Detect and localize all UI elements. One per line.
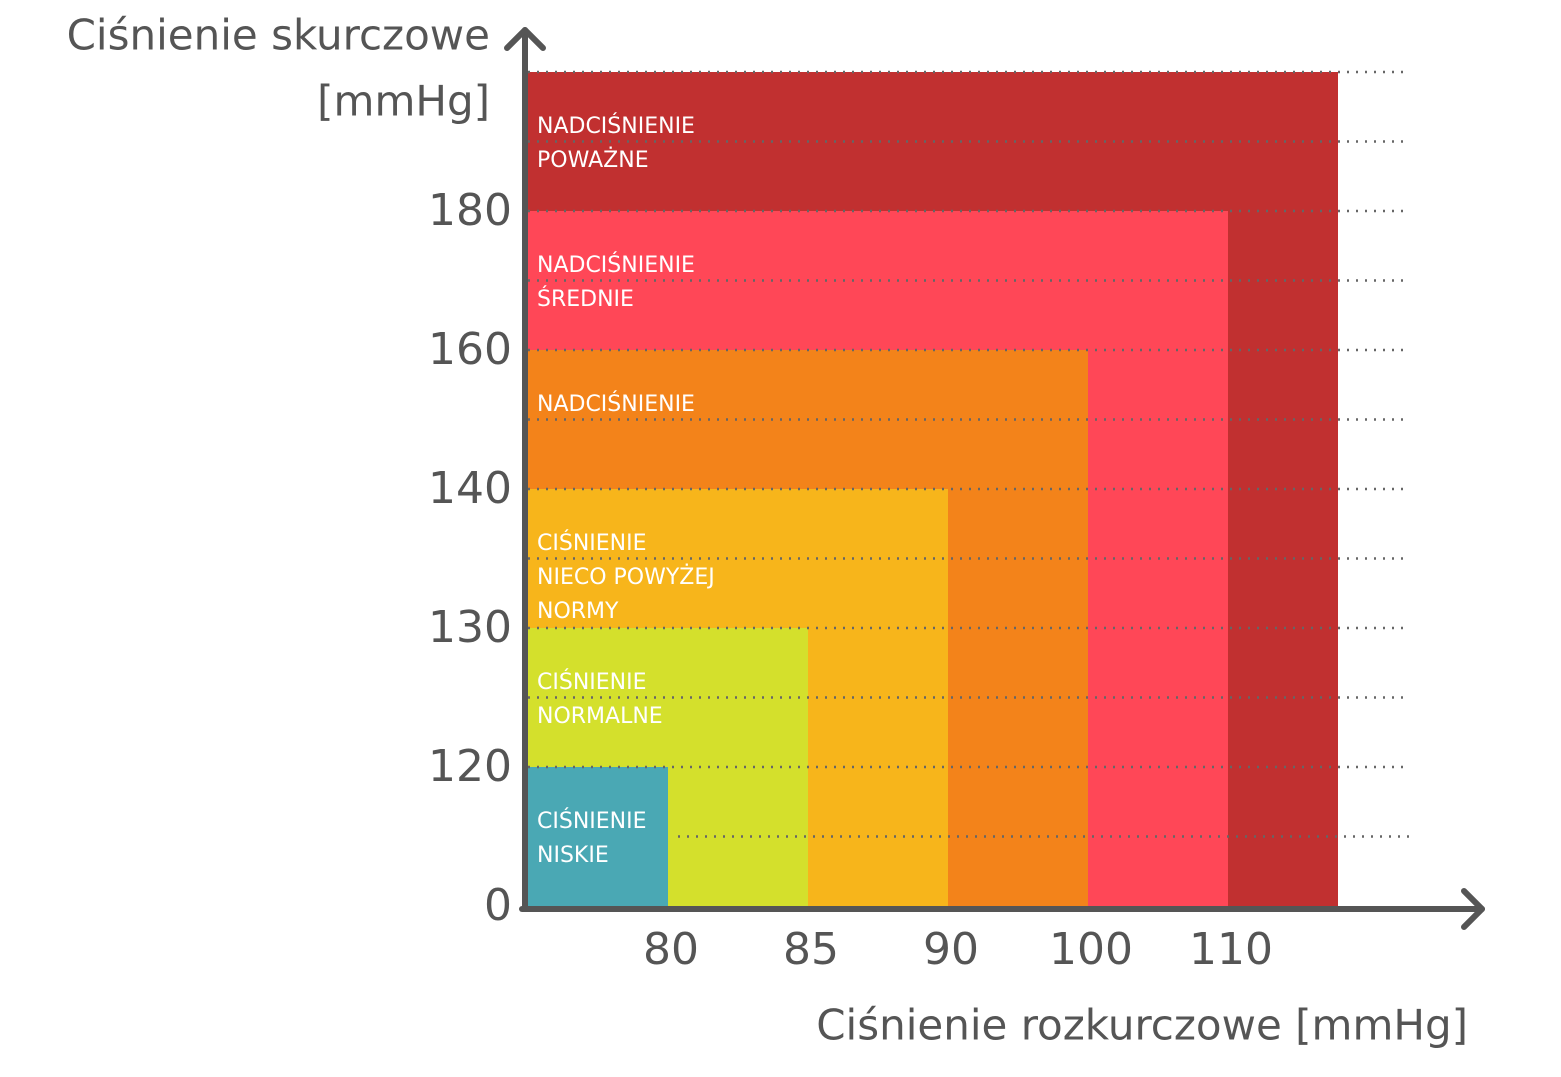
x-tick-label: 100 [1049, 924, 1133, 975]
zone-label: NISKIE [537, 843, 609, 868]
y-tick-label: 160 [428, 324, 512, 375]
zone-label: CIŚNIENIE [537, 669, 647, 695]
x-tick-label: 110 [1189, 924, 1273, 975]
y-tick-label: 130 [428, 602, 512, 653]
y-tick-label: 140 [428, 463, 512, 514]
zone-label: NIECO POWYŻEJ [537, 564, 715, 590]
zone [528, 767, 668, 906]
y-axis-title: [mmHg] [317, 77, 490, 126]
y-tick-label: 0 [484, 880, 512, 931]
zone-label: NADCIŚNIENIE [537, 391, 695, 417]
x-tick-label: 90 [923, 924, 979, 975]
y-tick-label: 180 [428, 185, 512, 236]
zone-label: NADCIŚNIENIE [537, 252, 695, 278]
x-axis-title: Ciśnienie rozkurczowe [mmHg] [816, 1001, 1468, 1050]
zone-label: NORMALNE [537, 704, 663, 729]
zone-label: CIŚNIENIE [537, 808, 647, 834]
x-tick-label: 80 [643, 924, 699, 975]
zone-label: POWAŻNE [537, 147, 649, 173]
x-tick-label: 85 [783, 924, 839, 975]
zone-label: ŚREDNIE [537, 286, 634, 312]
y-tick-label: 120 [428, 741, 512, 792]
zone-label: NADCIŚNIENIE [537, 113, 695, 139]
zone-label: NORMY [537, 599, 619, 624]
zone-label: CIŚNIENIE [537, 530, 647, 556]
y-axis-title: Ciśnienie skurczowe [67, 11, 490, 60]
axes [504, 27, 1485, 930]
